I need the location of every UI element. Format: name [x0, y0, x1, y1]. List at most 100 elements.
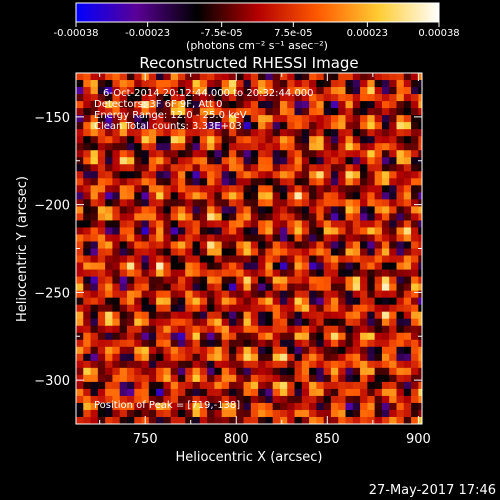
- heatmap-cell: [279, 234, 288, 243]
- heatmap-cell: [228, 94, 237, 102]
- heatmap-cell: [316, 262, 325, 271]
- heatmap-cell: [389, 178, 398, 186]
- heatmap-cell: [279, 87, 288, 95]
- heatmap-cell: [360, 297, 368, 306]
- heatmap-cell: [287, 108, 296, 116]
- heatmap-cell: [316, 395, 325, 404]
- heatmap-cell: [381, 416, 390, 424]
- heatmap-cell: [199, 360, 208, 369]
- heatmap-cell: [287, 367, 296, 376]
- heatmap-cell: [156, 178, 165, 186]
- heatmap-cell: [323, 304, 332, 313]
- heatmap-cell: [360, 129, 368, 137]
- heatmap-cell: [97, 318, 106, 327]
- heatmap-cell: [236, 262, 245, 271]
- heatmap-cell: [192, 283, 201, 292]
- heatmap-cell: [352, 416, 361, 424]
- heatmap-cell: [403, 402, 412, 411]
- heatmap-cell: [258, 220, 266, 229]
- heatmap-cell: [83, 206, 92, 214]
- heatmap-cell: [250, 297, 259, 306]
- heatmap-cell: [83, 248, 92, 257]
- heatmap-cell: [207, 283, 215, 292]
- heatmap-cell: [156, 164, 165, 172]
- heatmap-cell: [199, 192, 208, 200]
- heatmap-cell: [258, 94, 266, 102]
- heatmap-cell: [207, 276, 215, 285]
- heatmap-cell: [411, 171, 419, 179]
- heatmap-cell: [316, 283, 325, 292]
- heatmap-cell: [250, 129, 259, 137]
- heatmap-cell: [228, 325, 237, 334]
- heatmap-cell: [403, 416, 412, 424]
- heatmap-cell: [323, 353, 332, 362]
- heatmap-cell: [156, 297, 165, 306]
- heatmap-cell: [330, 192, 339, 200]
- heatmap-cell: [411, 332, 419, 341]
- heatmap-cell: [134, 325, 143, 334]
- heatmap-cell: [192, 367, 201, 376]
- heatmap-cell: [352, 164, 361, 172]
- heatmap-cell: [141, 290, 150, 299]
- heatmap-cell: [112, 227, 121, 236]
- heatmap-cell: [323, 241, 332, 250]
- heatmap-cell: [112, 339, 121, 348]
- heatmap-cell: [323, 101, 332, 109]
- heatmap-cell: [236, 269, 245, 278]
- heatmap-cell: [367, 318, 376, 327]
- heatmap-cell: [134, 213, 143, 222]
- heatmap-cell: [381, 150, 390, 158]
- heatmap-cell: [97, 367, 106, 376]
- heatmap-cell: [411, 353, 419, 362]
- heatmap-cell: [309, 150, 317, 158]
- heatmap-cell: [250, 234, 259, 243]
- heatmap-cell: [316, 367, 325, 376]
- heatmap-cell: [301, 199, 310, 207]
- heatmap-cell: [309, 192, 317, 200]
- heatmap-cell: [330, 234, 339, 243]
- heatmap-cell: [381, 73, 390, 81]
- heatmap-cell: [76, 129, 84, 137]
- heatmap-cell: [272, 409, 281, 418]
- heatmap-cell: [250, 108, 259, 116]
- heatmap-cell: [367, 94, 376, 102]
- heatmap-cell: [418, 136, 422, 144]
- heatmap-cell: [411, 73, 419, 81]
- heatmap-cell: [323, 290, 332, 299]
- heatmap-cell: [396, 381, 405, 390]
- heatmap-cell: [76, 395, 84, 404]
- heatmap-cell: [207, 381, 215, 390]
- heatmap-cell: [236, 325, 245, 334]
- heatmap-cell: [316, 80, 325, 88]
- heatmap-cell: [199, 325, 208, 334]
- heatmap-cell: [207, 290, 215, 299]
- heatmap-cell: [374, 87, 383, 95]
- heatmap-cell: [265, 402, 274, 411]
- heatmap-cell: [185, 395, 194, 404]
- heatmap-cell: [381, 136, 390, 144]
- heatmap-cell: [126, 332, 135, 341]
- heatmap-cell: [250, 213, 259, 222]
- heatmap-cell: [381, 108, 390, 116]
- heatmap-cell: [272, 185, 281, 193]
- heatmap-cell: [192, 178, 201, 186]
- heatmap-cell: [287, 402, 296, 411]
- heatmap-cell: [411, 234, 419, 243]
- heatmap-cell: [396, 416, 405, 424]
- heatmap-cell: [199, 185, 208, 193]
- heatmap-cell: [214, 367, 223, 376]
- heatmap-cell: [345, 136, 354, 144]
- heatmap-cell: [185, 115, 194, 123]
- heatmap-cell: [199, 374, 208, 383]
- heatmap-cell: [236, 283, 245, 292]
- heatmap-cell: [411, 318, 419, 327]
- heatmap-cell: [294, 269, 303, 278]
- heatmap-cell: [221, 192, 230, 200]
- heatmap-cell: [403, 150, 412, 158]
- heatmap-cell: [294, 227, 303, 236]
- heatmap-cell: [301, 101, 310, 109]
- heatmap-cell: [389, 402, 398, 411]
- heatmap-cell: [236, 213, 245, 222]
- heatmap-cell: [185, 178, 194, 186]
- heatmap-cell: [352, 367, 361, 376]
